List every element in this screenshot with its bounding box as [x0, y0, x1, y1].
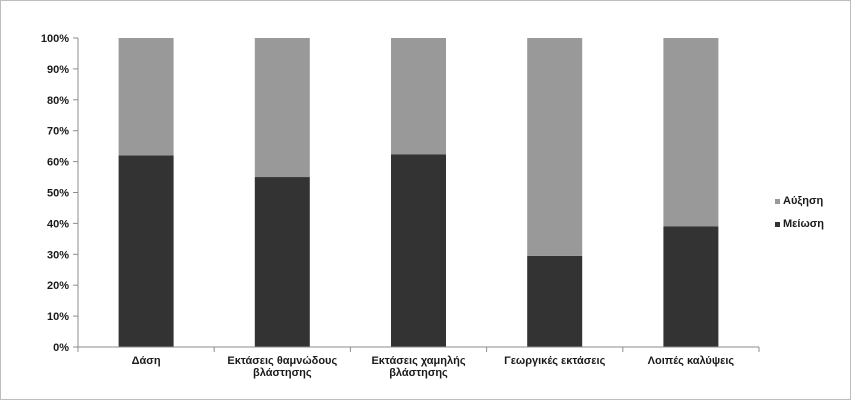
y-axis: 0% 10% 20% 30% 40% 50% 60% 70% 80% 90% 100%	[41, 33, 79, 354]
bar-segment	[254, 38, 310, 178]
bar-segment	[391, 154, 446, 347]
bar-segment	[254, 177, 310, 347]
x-category-label: Δάση	[132, 355, 161, 367]
x-category-label: Λοιπές καλύψεις	[648, 355, 735, 367]
y-tick-label: 30%	[47, 249, 69, 261]
y-tick-label: 50%	[47, 188, 69, 200]
x-category-label: Εκτάσεις χαμηλής	[371, 355, 465, 367]
legend-label: Μείωση	[783, 218, 824, 230]
y-tick-label: 90%	[47, 64, 69, 76]
bars	[118, 38, 719, 347]
legend-swatch	[775, 222, 780, 227]
bar-segment	[118, 38, 174, 156]
bar-segment	[663, 38, 719, 227]
bar-segment	[527, 255, 583, 347]
x-category-label: Γεωργικές εκτάσεις	[504, 355, 605, 367]
legend: Αύξηση Μείωση	[775, 195, 824, 230]
y-tick-label: 40%	[47, 218, 69, 230]
x-category-label: βλάστησης	[253, 367, 312, 379]
y-tick-label: 10%	[47, 311, 69, 323]
y-tick-label: 70%	[47, 126, 69, 138]
y-tick-label: 80%	[47, 95, 69, 107]
legend-swatch	[775, 199, 780, 204]
bar-segment	[391, 38, 446, 155]
bar-segment	[527, 38, 583, 256]
x-category-label: βλάστησης	[389, 367, 448, 379]
legend-label: Αύξηση	[783, 195, 823, 207]
y-tick-label: 60%	[47, 157, 69, 169]
x-category-label: Εκτάσεις θαμνώδους	[227, 355, 337, 367]
bar-segment	[663, 226, 719, 347]
y-tick-label: 100%	[41, 33, 69, 45]
y-tick-label: 20%	[47, 280, 69, 292]
x-axis: Δάση Εκτάσεις θαμνώδουςβλάστησηςΕκτάσεις …	[77, 346, 760, 379]
bar-segment	[118, 155, 174, 347]
y-tick-label: 0%	[53, 342, 69, 354]
